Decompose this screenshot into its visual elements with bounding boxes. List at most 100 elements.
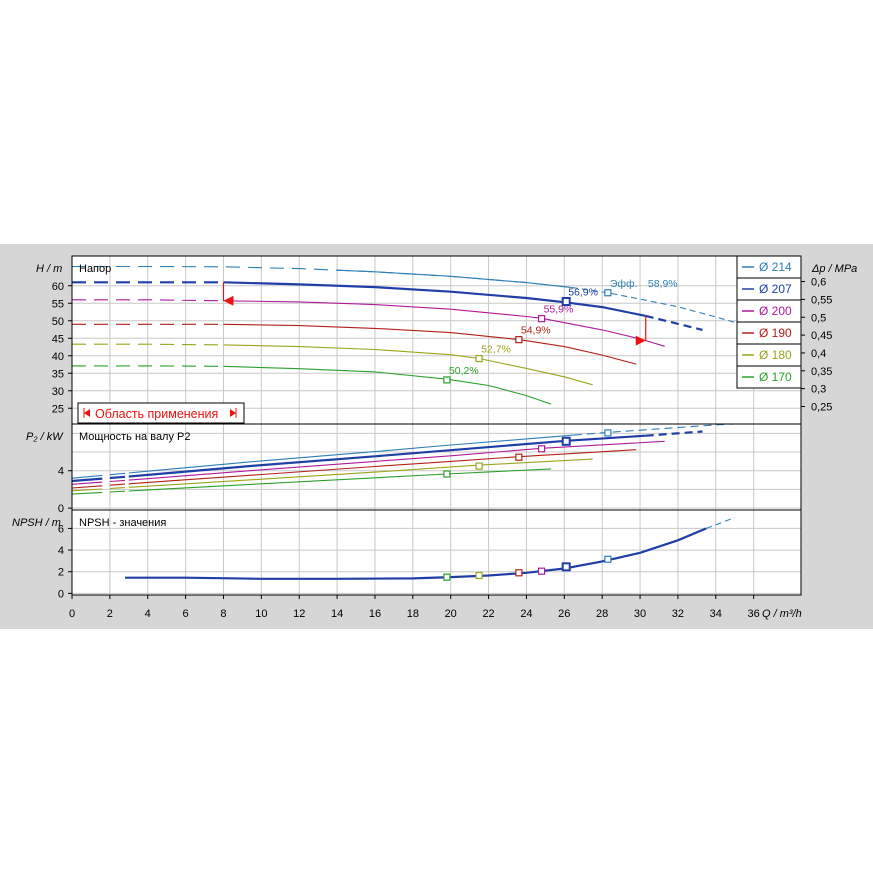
bep-marker-power-d190 — [515, 453, 523, 461]
npsh-curve-extension — [706, 517, 735, 529]
efficiency-caption: Эфф. — [610, 278, 638, 290]
x-tick-label: 18 — [407, 608, 419, 620]
y-tick-label: 4 — [58, 545, 64, 557]
x-tick-label: 30 — [634, 608, 646, 620]
power-curve-d214 — [128, 434, 574, 474]
x-tick-label: 34 — [710, 608, 722, 620]
y-tick-label: 55 — [52, 298, 64, 310]
power-curve-d190-gap — [109, 483, 126, 486]
power-axis-label: P₂ / kW — [26, 431, 64, 443]
head-curve-d180-dashed — [72, 343, 224, 346]
bep-marker-power-d207 — [561, 436, 571, 446]
x-tick-label: 26 — [558, 608, 570, 620]
right-tick-label: 0,3 — [811, 384, 826, 396]
range-start-arrow — [223, 295, 234, 306]
bep-marker-npsh-d190 — [515, 569, 523, 577]
power-curve-d207-start — [71, 477, 103, 483]
x-tick-label: 2 — [107, 608, 113, 620]
power-curve-d207-extension — [645, 430, 703, 437]
npsh-curve — [125, 527, 707, 580]
x-tick-label: 12 — [293, 608, 305, 620]
chart-panel: 58,9% 56,9% 55,9% 54,9% 52,7% 50,2% Эфф. Област… — [0, 244, 873, 629]
power-curve-d214-gap — [109, 472, 126, 476]
y-tick-label: 40 — [52, 351, 64, 363]
operating-range-box: Область применения — [77, 402, 245, 424]
bep-marker-power-d170 — [443, 470, 451, 478]
x-tick-label: 4 — [145, 608, 151, 620]
bep-marker-npsh-d207 — [561, 562, 571, 572]
y-tick-label: 60 — [52, 281, 64, 293]
bep-marker-npsh-d170 — [443, 573, 451, 581]
bep-marker-power-d180 — [475, 462, 483, 470]
bep-marker-power-d200 — [537, 445, 546, 453]
power-curve-d200-start — [71, 481, 103, 485]
bep-marker-head-d207 — [561, 297, 571, 306]
operating-range-frame — [77, 402, 245, 424]
power-curve-d190-start — [71, 485, 103, 489]
legend-item: Ø 214 — [759, 260, 792, 274]
x-tick-label: 36 — [748, 608, 760, 620]
x-tick-label: 10 — [255, 608, 267, 620]
head-curve-d214-end — [571, 286, 739, 325]
plot-frame — [71, 255, 802, 596]
x-tick-label: 16 — [369, 608, 381, 620]
x-tick-label: 14 — [331, 608, 343, 620]
legend: Ø 214 Ø 207 Ø 200 Ø 190 Ø 180 Ø 170 — [736, 255, 802, 389]
efficiency-label-d214: 58,9% — [648, 278, 678, 290]
x-tick-label: 32 — [672, 608, 684, 620]
head-curve-d207-extension — [645, 314, 703, 331]
efficiency-label-d180: 52,7% — [481, 344, 511, 356]
y-tick-label: 35 — [52, 368, 64, 380]
npsh-panel-title: NPSH - значения — [79, 517, 166, 529]
power-curve-d180 — [128, 458, 593, 488]
npsh-axis-label: NPSH / m — [12, 517, 61, 529]
legend-item: Ø 200 — [759, 304, 792, 318]
y-tick-label: 45 — [52, 333, 64, 345]
efficiency-label-d207: 56,9% — [568, 287, 598, 299]
efficiency-label-d190: 54,9% — [521, 325, 551, 337]
right-tick-label: 0,35 — [811, 366, 832, 378]
bep-marker-npsh-d214 — [604, 555, 612, 563]
power-curve-d200-gap — [109, 479, 126, 483]
power-curve-d170-gap — [109, 490, 126, 493]
efficiency-label-d170: 50,2% — [449, 365, 479, 377]
range-right-arrow-icon — [230, 409, 236, 417]
x-tick-label: 22 — [482, 608, 494, 620]
right-tick-label: 0,6 — [811, 277, 826, 289]
legend-item: Ø 190 — [759, 326, 792, 340]
power-curve-d170-start — [71, 491, 103, 495]
y-tick-label: 2 — [58, 567, 64, 579]
bep-marker-head-d200 — [537, 315, 546, 323]
head-axis-label: H / m — [36, 263, 62, 275]
power-curve-d180-start — [71, 488, 103, 492]
curves: 58,9% 56,9% 55,9% 54,9% 52,7%50,2% Эфф. Област… — [71, 265, 739, 581]
y-tick-label: 0 — [58, 588, 64, 600]
bep-marker-head-d170 — [443, 376, 451, 384]
head-curve-d200 — [223, 300, 665, 347]
y-tick-label: 0 — [58, 503, 64, 515]
plot-background — [71, 255, 802, 596]
bep-marker-head-d190 — [515, 336, 523, 344]
y-tick-label: 25 — [52, 403, 64, 415]
power-curve-d207-gap — [109, 475, 126, 480]
pump-curve-chart: 58,9% 56,9% 55,9% 54,9% 52,7%50,2% Эфф. Област… — [12, 255, 857, 620]
bep-marker-npsh-d180 — [475, 571, 483, 580]
right-tick-label: 0,4 — [811, 348, 826, 360]
pressure-axis-label: Δp / MPa — [811, 263, 857, 275]
head-curve-d190 — [223, 323, 637, 365]
bep-marker-head-d180 — [475, 354, 483, 363]
power-curve-d180-gap — [109, 487, 126, 490]
head-panel-title: Напор — [79, 263, 111, 275]
legend-item: Ø 180 — [759, 348, 792, 362]
bep-marker-npsh-d200 — [537, 567, 546, 575]
range-end-arrow — [635, 335, 646, 346]
power-curve-d170 — [128, 468, 552, 492]
operating-range-label: Область применения — [95, 407, 218, 421]
efficiency-label-d200: 55,9% — [544, 304, 574, 316]
x-tick-label: 8 — [220, 608, 226, 620]
head-curve-d207 — [223, 281, 646, 317]
bep-marker-power-d214 — [604, 429, 612, 437]
x-tick-label: 6 — [183, 608, 189, 620]
x-tick-label: 0 — [69, 608, 75, 620]
x-tick-label: 28 — [596, 608, 608, 620]
